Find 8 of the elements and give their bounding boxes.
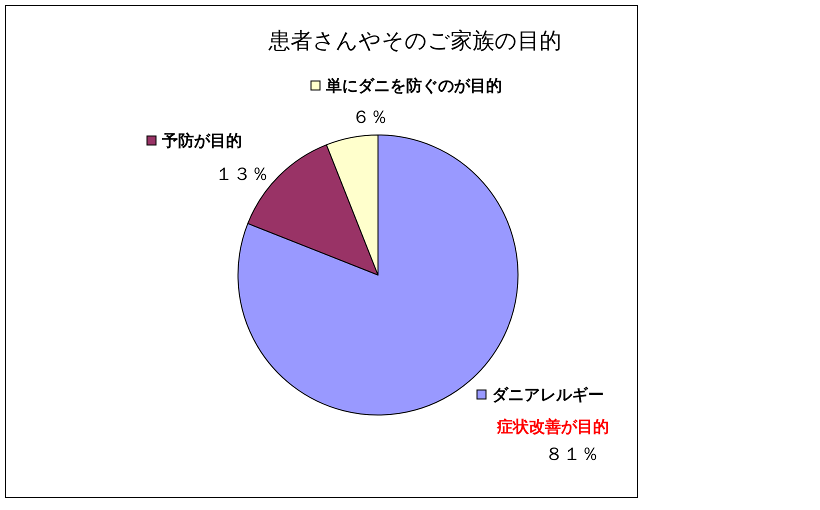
data-label: ８１％	[545, 444, 599, 465]
data-label: １３％	[215, 164, 269, 185]
chart-title: 患者さんやそのご家族の目的	[268, 29, 562, 54]
data-label: ６％	[352, 107, 388, 128]
text: 症状改善が目的	[496, 417, 609, 436]
legend-label: 予防が目的	[161, 131, 242, 150]
legend-label: 単にダニを防ぐのが目的	[325, 76, 502, 95]
legend-label: ダニアレルギー	[492, 385, 604, 404]
